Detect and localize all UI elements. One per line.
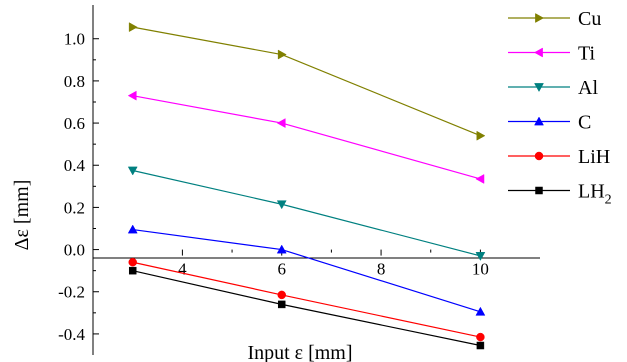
y-tick-label: 0.6: [64, 114, 85, 133]
y-axis-label: Δε [mm]: [11, 180, 33, 251]
legend-marker: [535, 186, 543, 195]
data-point-al: [127, 166, 138, 176]
x-tick-label: 10: [472, 260, 489, 279]
legend-item-lh2: LH2: [508, 181, 612, 208]
data-point-cu: [128, 22, 138, 33]
data-point-lih: [476, 332, 485, 342]
legend-marker: [534, 116, 544, 126]
legend-item-c: C: [508, 112, 591, 134]
data-point-c: [127, 224, 138, 234]
legend-marker: [533, 47, 543, 58]
data-point-ti: [276, 118, 286, 128]
x-tick-label: 6: [277, 260, 286, 279]
data-point-c: [276, 244, 287, 254]
series-lines: [132, 26, 481, 347]
data-point-ti: [475, 174, 485, 184]
y-tick-label: 1.0: [64, 30, 85, 49]
legend-marker: [534, 151, 544, 161]
y-tick-label: 0.2: [64, 198, 85, 217]
x-tick-label: 8: [377, 260, 386, 279]
legend-label: Cu: [578, 8, 601, 30]
y-ticks: -0.4 -0.2 0.0 0.2 0.4 0.6 0.8 1.0: [58, 30, 99, 344]
data-point-lh2: [128, 266, 137, 275]
legend-item-lih: LiH: [508, 146, 610, 168]
legend-label: LH2: [578, 181, 612, 208]
legend-marker: [534, 83, 544, 93]
data-point-lh2: [476, 341, 485, 350]
series-line-al: [132, 169, 481, 257]
y-tick-label: -0.2: [58, 283, 85, 302]
series-line-lih: [132, 261, 481, 338]
legend-marker: [535, 13, 545, 23]
series-line-cu: [132, 26, 481, 137]
x-ticks: 4 6 8 10: [178, 249, 489, 279]
axes: [92, 5, 540, 355]
legend-label: C: [578, 112, 591, 134]
legend: Cu Ti Al C LiH LH2: [508, 8, 612, 208]
legend-label: LiH: [578, 146, 610, 168]
data-point-lih: [277, 290, 286, 300]
data-point-c: [475, 306, 486, 316]
data-point-ti: [127, 90, 137, 101]
x-tick-label: 4: [178, 260, 187, 279]
legend-label: Al: [578, 77, 598, 99]
series-line-lh2: [132, 270, 481, 347]
legend-label: Ti: [578, 43, 596, 65]
series-markers: [127, 22, 486, 350]
data-point-cu: [277, 49, 287, 60]
series-line-ti: [132, 95, 481, 180]
data-point-lh2: [277, 300, 286, 309]
data-point-al: [475, 252, 486, 261]
legend-item-al: Al: [508, 77, 598, 99]
legend-item-ti: Ti: [508, 43, 596, 65]
y-tick-label: -0.4: [58, 325, 85, 344]
legend-item-cu: Cu: [508, 8, 601, 30]
data-point-lih: [128, 257, 137, 267]
y-tick-label: 0.4: [64, 156, 86, 175]
x-axis-label: Input ε [mm]: [247, 342, 352, 362]
y-tick-label: 0.0: [64, 241, 85, 260]
data-point-al: [276, 200, 287, 210]
y-tick-label: 0.8: [64, 72, 85, 91]
data-point-cu: [476, 130, 486, 141]
